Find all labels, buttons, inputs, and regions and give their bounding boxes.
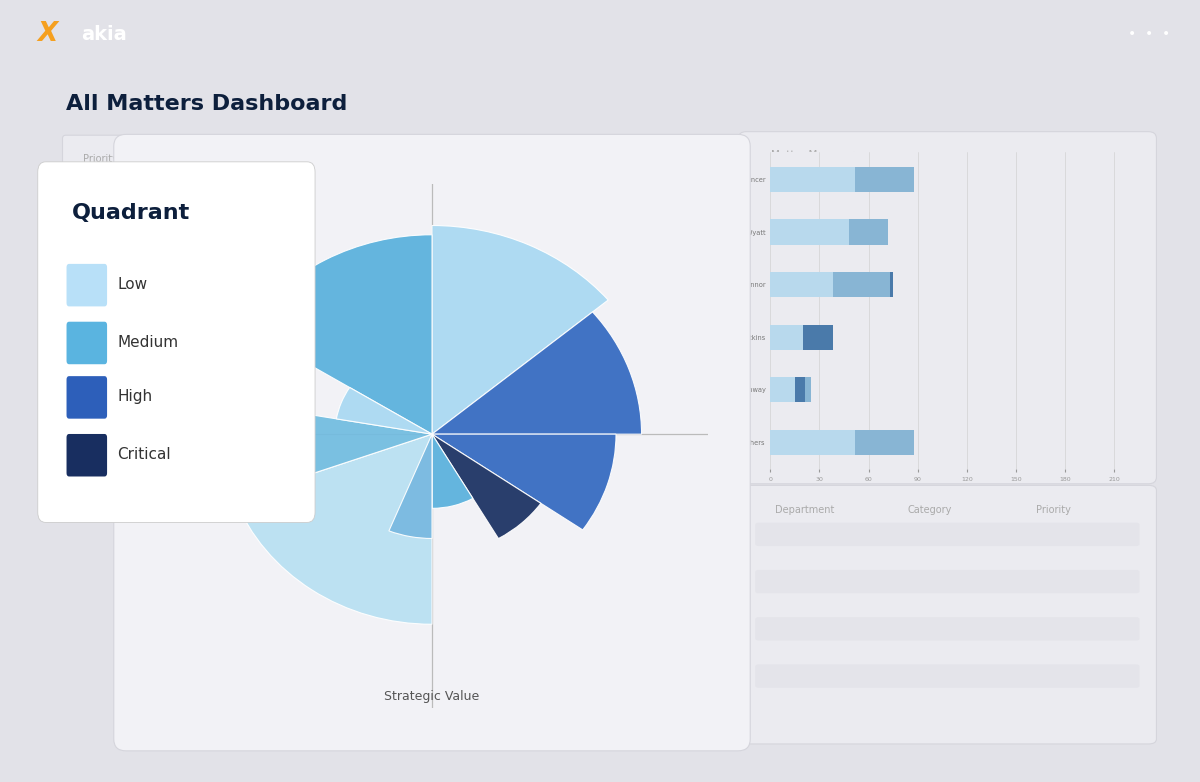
Text: Strategic Value: Strategic Value	[384, 690, 480, 702]
Text: Complexity: Complexity	[160, 399, 173, 469]
FancyBboxPatch shape	[755, 665, 1140, 687]
Bar	[770, 272, 833, 297]
Wedge shape	[548, 161, 628, 219]
FancyBboxPatch shape	[438, 135, 744, 302]
Bar	[856, 429, 914, 455]
Text: Priority: Priority	[1036, 505, 1070, 515]
Bar	[803, 325, 816, 350]
Bar	[794, 377, 805, 402]
Text: Medium: Medium	[118, 335, 179, 350]
Bar	[770, 377, 811, 402]
Text: cial: cial	[194, 227, 211, 237]
Text: Category: Category	[464, 152, 512, 163]
Bar	[848, 220, 888, 245]
FancyBboxPatch shape	[66, 434, 107, 476]
FancyBboxPatch shape	[755, 617, 1140, 640]
Text: Department: Department	[774, 505, 834, 515]
Text: Quadrant: Quadrant	[72, 203, 190, 223]
Wedge shape	[546, 204, 628, 264]
FancyBboxPatch shape	[755, 547, 1140, 569]
Bar	[770, 429, 856, 455]
Wedge shape	[432, 225, 608, 434]
Wedge shape	[258, 407, 432, 488]
FancyBboxPatch shape	[37, 162, 316, 522]
FancyBboxPatch shape	[66, 264, 107, 307]
FancyBboxPatch shape	[80, 238, 115, 286]
Text: Priority: Priority	[84, 154, 119, 164]
FancyBboxPatch shape	[66, 376, 107, 418]
Wedge shape	[575, 219, 701, 277]
Text: High: High	[118, 389, 152, 404]
Wedge shape	[246, 235, 432, 434]
Text: •  •  •: • • •	[1128, 27, 1171, 41]
Wedge shape	[235, 434, 432, 624]
Wedge shape	[432, 434, 541, 539]
Bar	[794, 377, 811, 402]
Bar	[833, 272, 890, 297]
FancyBboxPatch shape	[755, 688, 1140, 712]
Wedge shape	[336, 387, 432, 434]
Wedge shape	[432, 312, 642, 434]
Wedge shape	[389, 434, 432, 539]
FancyBboxPatch shape	[738, 131, 1157, 484]
FancyBboxPatch shape	[66, 321, 107, 364]
FancyBboxPatch shape	[755, 522, 1140, 546]
FancyBboxPatch shape	[114, 135, 750, 751]
FancyBboxPatch shape	[738, 486, 1157, 744]
Bar	[770, 220, 848, 245]
Text: Critical: Critical	[118, 447, 172, 462]
Wedge shape	[432, 434, 473, 508]
FancyBboxPatch shape	[131, 219, 166, 286]
Text: All Matters Dashboard: All Matters Dashboard	[66, 94, 347, 113]
Text: akia: akia	[82, 25, 127, 44]
Bar	[803, 325, 833, 350]
FancyBboxPatch shape	[755, 640, 1140, 664]
FancyBboxPatch shape	[181, 246, 216, 286]
Text: Category: Category	[907, 505, 952, 515]
Bar	[856, 167, 914, 192]
Wedge shape	[628, 161, 708, 243]
Wedge shape	[432, 434, 616, 530]
Bar	[770, 325, 816, 350]
Text: X: X	[38, 21, 58, 48]
Text: Matter Manager: Matter Manager	[770, 150, 853, 160]
FancyBboxPatch shape	[62, 135, 244, 302]
Text: Low: Low	[118, 277, 148, 292]
Bar	[770, 167, 856, 192]
FancyBboxPatch shape	[755, 594, 1140, 617]
Text: ct: ct	[205, 201, 215, 211]
FancyBboxPatch shape	[755, 570, 1140, 594]
Bar	[890, 272, 893, 297]
